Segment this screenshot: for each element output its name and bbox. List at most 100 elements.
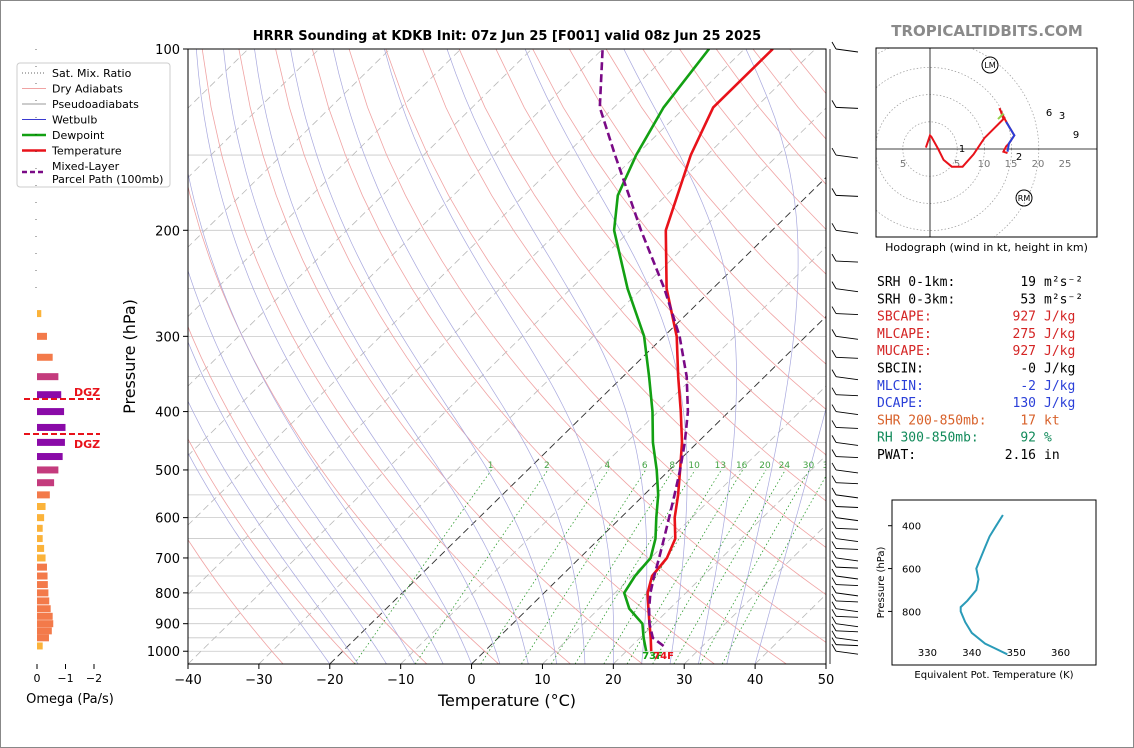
omega-tick-label: 0 [34, 672, 41, 685]
wind-barb-flag [831, 630, 837, 639]
wind-barb-flag [831, 350, 837, 358]
wind-barbs [829, 41, 859, 664]
wind-barb-flag [831, 435, 837, 443]
wind-barb [835, 411, 859, 416]
wind-barb [835, 538, 859, 543]
wind-barb-flag [831, 585, 837, 594]
omega-bar [37, 391, 62, 399]
index-label: PWAT: [877, 448, 916, 463]
omega-bar [37, 479, 55, 487]
mixing-ratio-label: 2 [544, 461, 550, 471]
parcel-path-line [598, 49, 690, 648]
wind-barb [835, 637, 859, 642]
wind-barb [835, 313, 859, 316]
omega-bar [37, 620, 54, 628]
y-axis-label: Pressure (hPa) [120, 299, 139, 414]
hodograph-frame [875, 47, 1098, 238]
omega-bar [37, 503, 46, 511]
indices-panel: SRH 0-1km: 19 m²s⁻² SRH 0-3km: 53 m²s⁻² SBCAPE… [877, 275, 1083, 463]
isotherm-line [825, 663, 826, 664]
index-value: -0 [1020, 362, 1036, 377]
isotherm-line [188, 49, 320, 179]
wind-barb-flag [831, 637, 837, 645]
dgz-bottom-label: DGZ [74, 438, 100, 451]
theta-e-y-tick-label: 600 [902, 565, 921, 576]
dry-adiabat-line [789, 49, 826, 95]
omega-bar [37, 605, 51, 613]
wind-barb-flag [831, 387, 837, 395]
index-label: SBCIN: [877, 362, 924, 377]
index-label: RH 300-850mb: [877, 431, 979, 446]
wind-barb [835, 376, 859, 381]
wind-barb [835, 469, 859, 474]
y-tick-label: 600 [155, 512, 180, 527]
mixing-ratio-label: 1 [488, 461, 494, 471]
omega-bar [37, 589, 49, 597]
dry-adiabat-line [201, 49, 571, 664]
index-value: 2.16 [1005, 448, 1036, 463]
wind-barb-flag [831, 41, 837, 50]
isotherm-minus20-line [329, 176, 826, 664]
theta-e-x-tick-label: 330 [918, 648, 937, 659]
theta-e-y-tick-label: 400 [902, 522, 921, 533]
index-value: 17 [1020, 413, 1036, 428]
wind-barb [835, 600, 859, 603]
x-tick-label: −10 [387, 673, 414, 688]
wind-barb [835, 575, 859, 580]
theta-e-x-tick-label: 340 [962, 648, 981, 659]
wind-barb [835, 482, 859, 485]
dry-adiabat-line [495, 49, 826, 456]
wind-barb-flag [831, 462, 837, 471]
wind-barb [835, 356, 859, 359]
pseudoadiabat-line [188, 452, 331, 664]
pseudoadiabat-line [290, 49, 557, 664]
y-tick-label: 800 [155, 587, 180, 602]
omega-axis-label: Omega (Pa/s) [26, 692, 114, 707]
pseudoadiabat-line [195, 49, 472, 664]
theta-e-x-label: Equivalent Pot. Temperature (K) [914, 670, 1073, 681]
omega-bar [37, 491, 50, 499]
legend-entry: Dewpoint [52, 129, 105, 142]
dry-adiabat-line [311, 49, 787, 664]
dry-adiabat-line [348, 49, 826, 643]
omega-bar [37, 627, 52, 635]
omega-bar [37, 353, 53, 361]
wind-barb [835, 644, 859, 647]
legend-box [16, 62, 171, 188]
x-tick-label: 40 [747, 673, 764, 688]
index-value: 92 [1020, 431, 1036, 446]
hodograph-ring-label: 5 [900, 159, 906, 170]
isotherm-line [188, 49, 391, 248]
hodograph-caption: Hodograph (wind in kt, height in km) [885, 241, 1088, 254]
hodograph-ring-label: 10 [978, 159, 991, 170]
wind-barb-flag [831, 623, 837, 632]
omega-bar [37, 634, 49, 642]
wind-barb-flag [831, 616, 837, 624]
mixing-ratio-label: 36 [823, 461, 835, 471]
x-tick-label: 20 [605, 673, 622, 688]
pseudoadiabat-line [332, 49, 586, 664]
mixing-ratio-label: 6 [642, 461, 648, 471]
theta-e-frame [891, 499, 1097, 666]
wind-barb [835, 584, 859, 587]
index-unit: J/kg [1044, 310, 1075, 325]
omega-bar [37, 524, 43, 532]
mixing-ratio-line [480, 469, 609, 664]
index-label: SHR 200-850mb: [877, 413, 987, 428]
wind-barb [835, 48, 859, 53]
wind-barb-flag [831, 449, 837, 457]
hodograph-trace-upper [1005, 121, 1016, 152]
y-tick-label: 500 [155, 464, 180, 479]
pseudoadiabat-line [623, 49, 737, 664]
mixing-ratio-label: 10 [688, 461, 700, 471]
index-label: MLCAPE: [877, 327, 932, 342]
dry-adiabat-line [605, 49, 826, 320]
isotherm-line [188, 49, 533, 387]
omega-tick-label: −2 [86, 672, 102, 685]
isotherm-line [258, 107, 826, 664]
index-label: MLCIN: [877, 379, 924, 394]
index-value: 19 [1020, 275, 1036, 290]
omega-bar [37, 310, 42, 318]
rm-marker-label: RM [1018, 194, 1031, 203]
